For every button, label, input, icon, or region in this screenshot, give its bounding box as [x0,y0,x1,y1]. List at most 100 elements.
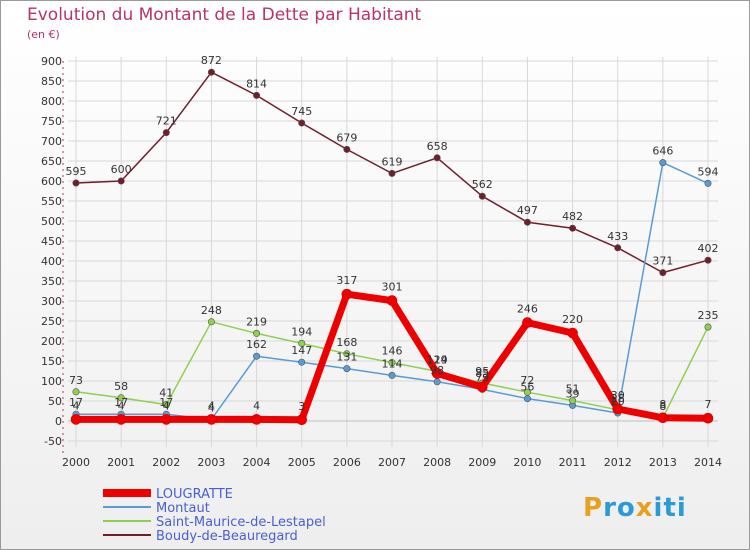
data-label: 17 [69,396,83,409]
data-point [162,401,170,409]
data-point [253,352,261,360]
data-label: 58 [114,380,128,393]
data-label: 594 [698,165,719,178]
data-label: 95 [475,365,489,378]
x-tick-label: 2002 [152,456,180,469]
data-label: 39 [566,387,580,400]
data-label: 317 [336,274,357,287]
y-tick-label: 100 [41,375,62,388]
logo-letter: r [603,493,617,523]
data-point [343,350,351,358]
logo-letter: i [676,493,687,523]
y-tick-label: 750 [41,115,62,128]
y-tick-label: 300 [41,295,62,308]
data-label: 3 [298,400,305,413]
data-point [659,269,667,277]
data-point [343,365,351,373]
data-label: 814 [246,77,267,90]
data-point [207,68,215,76]
data-label: 220 [562,313,583,326]
x-tick-label: 2005 [288,456,316,469]
y-tick-label: 850 [41,75,62,88]
data-point [296,414,308,426]
data-label: 679 [336,131,357,144]
data-point [657,412,669,424]
y-tick-label: 400 [41,255,62,268]
data-point [431,368,443,379]
data-point [567,327,578,339]
data-label: 371 [652,255,673,268]
x-tick-label: 2007 [378,456,406,469]
x-tick-label: 2003 [197,456,225,469]
x-tick-label: 2006 [333,456,361,469]
data-label: 146 [382,345,403,358]
data-label: 235 [698,309,719,322]
data-point [298,119,306,127]
data-label: 30 [611,389,625,402]
x-tick-label: 2009 [468,456,496,469]
data-label: 482 [562,210,583,223]
data-label: 4 [253,399,260,412]
data-label: 124 [427,353,448,366]
data-label: 721 [156,115,177,128]
data-label: 402 [698,242,719,255]
data-point [117,177,125,185]
y-tick-label: 0 [55,415,62,428]
x-tick-label: 2000 [62,456,90,469]
data-label: 28 [611,392,625,405]
data-label: 56 [520,381,534,394]
y-tick-label: 800 [41,95,62,108]
data-label: 119 [427,353,448,366]
x-tick-label: 2008 [423,456,451,469]
data-point [298,339,306,347]
data-label: 4 [163,399,170,412]
data-point [388,169,396,177]
data-point [704,323,712,331]
series-layer [70,68,714,426]
data-label: 85 [475,367,489,380]
data-point [659,159,667,167]
legend-label: LOUGRATTE [156,487,233,502]
data-label: 131 [336,351,357,364]
logo-letter: P [583,493,604,523]
x-tick-label: 2001 [107,456,135,469]
data-point [522,317,533,328]
data-point [253,329,261,337]
y-tick-label: 650 [41,155,62,168]
y-tick-label: 500 [41,215,62,228]
data-point [253,91,261,99]
data-point [251,414,262,425]
data-point [478,192,486,200]
data-label: 7 [705,398,712,411]
x-tick-label: 2010 [513,456,541,469]
legend-label: Boudy-de-Beauregard [156,529,298,544]
data-label: 8 [659,398,666,411]
data-label: 646 [652,145,673,158]
data-point [298,358,306,366]
data-point [162,129,170,137]
y-tick-label: 50 [48,395,62,408]
data-point [433,154,441,162]
data-point [523,388,531,396]
data-label: 194 [291,325,312,338]
data-label: 41 [159,387,173,400]
data-label: 619 [382,155,403,168]
data-point [704,256,712,264]
data-label: 658 [427,140,448,153]
data-label: 98 [430,364,444,377]
y-tick-label: -50 [44,435,62,448]
logo-letter: t [663,493,677,523]
y-tick-label: 700 [41,135,62,148]
data-point [206,414,217,425]
data-label: 79 [475,371,489,384]
data-point [523,395,531,403]
data-point [702,412,714,424]
data-label: 248 [201,304,222,317]
data-label: 301 [382,281,403,294]
data-label: 600 [111,163,132,176]
y-tick-label: 150 [41,355,62,368]
logo-letter: o [616,493,636,523]
x-tick-label: 2013 [649,456,677,469]
y-tick-label: 550 [41,195,62,208]
